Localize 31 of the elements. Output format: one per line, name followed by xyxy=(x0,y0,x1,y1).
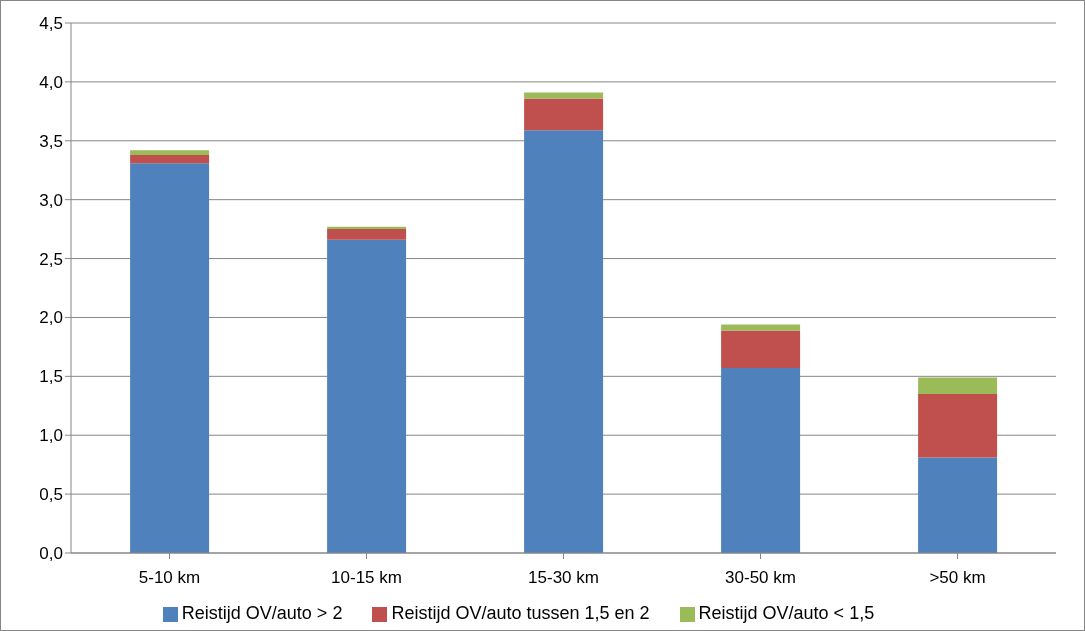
bar xyxy=(327,229,407,240)
bar xyxy=(918,394,998,458)
y-tick-label: 4,0 xyxy=(39,72,63,92)
x-tick-label: >50 km xyxy=(929,568,986,588)
bar xyxy=(918,377,998,394)
x-tick-label: 30-50 km xyxy=(725,568,796,588)
y-tick-label: 3,0 xyxy=(39,190,63,210)
y-tick-label: 4,5 xyxy=(39,14,63,34)
x-tick-label: 10-15 km xyxy=(331,568,402,588)
y-tick-label: 1,0 xyxy=(39,426,63,446)
bar xyxy=(524,130,604,553)
legend-label: Reistijd OV/auto > 2 xyxy=(181,603,343,623)
bar xyxy=(327,239,407,553)
y-tick-label: 2,5 xyxy=(39,249,63,269)
y-tick-label: 0,5 xyxy=(39,485,63,505)
bar xyxy=(918,457,998,553)
bar xyxy=(130,154,210,164)
bar xyxy=(130,163,210,553)
legend-label: Reistijd OV/auto < 1,5 xyxy=(698,603,875,623)
bar xyxy=(721,368,801,553)
y-tick-label: 2,0 xyxy=(39,308,63,328)
bar xyxy=(721,330,801,369)
y-tick-label: 0,0 xyxy=(39,544,63,564)
y-tick-label: 3,5 xyxy=(39,131,63,151)
bar xyxy=(524,98,604,131)
y-tick-label: 1,5 xyxy=(39,367,63,387)
x-tick-label: 5-10 km xyxy=(138,568,201,588)
legend-label: Reistijd OV/auto tussen 1,5 en 2 xyxy=(391,603,650,623)
x-tick-label: 15-30 km xyxy=(528,568,599,588)
bar xyxy=(524,92,604,99)
bar xyxy=(130,150,210,155)
